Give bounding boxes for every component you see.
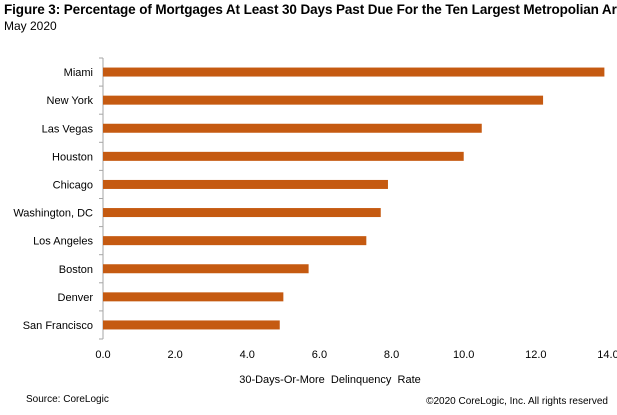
bar-6 [103, 236, 367, 246]
bar-4 [103, 179, 388, 189]
bar-3 [103, 151, 464, 161]
bar-2 [103, 123, 482, 133]
bar-9 [103, 320, 280, 330]
bar-5 [103, 208, 381, 218]
x-tick-label: 12.0 [525, 349, 546, 361]
category-label: Boston [59, 264, 93, 276]
category-label: Los Angeles [33, 236, 93, 248]
bar-8 [103, 292, 284, 302]
x-tick-label: 0.0 [95, 349, 110, 361]
x-tick-label: 14.0 [597, 349, 617, 361]
x-tick-label: 2.0 [167, 349, 182, 361]
bar-1 [103, 95, 544, 105]
x-tick-label: 10.0 [453, 349, 474, 361]
chart-subtitle: May 2020 [4, 19, 57, 33]
category-label: Miami [64, 67, 93, 79]
chart-title: Figure 3: Percentage of Mortgages At Lea… [4, 2, 617, 17]
category-label: Denver [58, 292, 94, 304]
category-label: New York [47, 95, 94, 107]
category-label: San Francisco [23, 320, 93, 332]
bar-7 [103, 264, 309, 274]
category-label: Las Vegas [42, 123, 94, 135]
category-label: Houston [52, 151, 93, 163]
bar-0 [103, 67, 605, 77]
x-tick-label: 4.0 [240, 349, 255, 361]
x-tick-label: 8.0 [384, 349, 399, 361]
category-label: Washington, DC [13, 208, 93, 220]
category-label: Chicago [53, 179, 93, 191]
x-tick-label: 6.0 [312, 349, 327, 361]
x-axis-label: 30-Days-Or-More Delinquency Rate [239, 374, 421, 386]
copyright-note: ©2020 CoreLogic, Inc. All rights reserve… [426, 396, 608, 407]
source-note: Source: CoreLogic [26, 394, 109, 405]
